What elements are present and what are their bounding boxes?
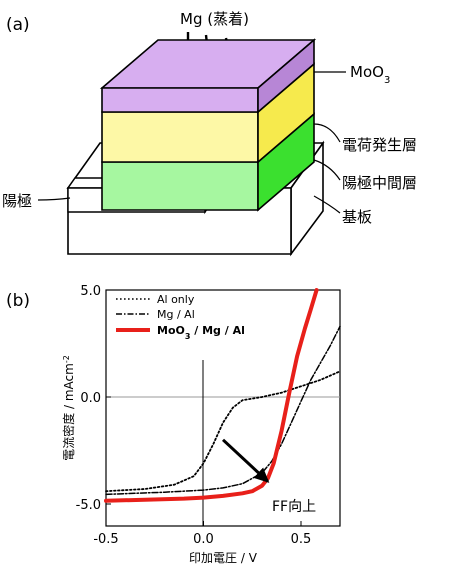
x-axis-title: 印加電圧 / V	[189, 551, 258, 565]
legend-label-mg-al: Mg / Al	[157, 308, 195, 321]
panel-a-label: (a)	[6, 15, 30, 35]
purple-layer-front	[101, 87, 259, 113]
label-moo3: MoO3	[350, 63, 390, 86]
ff-annotation-label: FF向上	[272, 499, 316, 515]
yellow-layer-front	[101, 111, 259, 163]
leader-anode-intermediate	[313, 159, 341, 181]
ticks-layer: -0.5 0.0 0.5 -5.0 0.0 5.0	[76, 284, 312, 547]
leader-charge-generation	[313, 123, 341, 143]
device-diagram: (a) Mg (蒸着)	[2, 10, 417, 257]
legend-label-al-only: Al only	[157, 293, 195, 306]
panel-b-label: (b)	[6, 291, 30, 311]
y-axis-title: 電流密度 / mAcm-2	[61, 355, 76, 461]
leader-substrate	[313, 195, 341, 214]
label-anode: 陽極	[2, 192, 32, 210]
label-charge-generation: 電荷発生層	[342, 136, 417, 154]
x-tick-label: 0.0	[193, 532, 214, 547]
deposition-label: Mg (蒸着)	[180, 10, 249, 28]
x-tick-label: 0.5	[291, 532, 312, 547]
jv-chart: (b) -0.5 0.0 0.5 -5.0 0.0 5.0 Al only Mg / Al…	[6, 284, 341, 565]
y-tick-label: 5.0	[80, 284, 101, 299]
green-layer-front	[101, 161, 259, 211]
leader-anode	[37, 197, 71, 201]
layer-charge-generation	[101, 62, 315, 164]
legend-label-moo3-mg-al: MoO3 / Mg / Al	[157, 324, 245, 341]
y-tick-label: 0.0	[80, 391, 101, 406]
layer-moo3	[99, 38, 317, 114]
label-substrate: 基板	[342, 208, 372, 226]
ff-annotation-arrow	[221, 438, 270, 483]
y-tick-label: -5.0	[76, 498, 101, 513]
purple-layer-side	[257, 38, 315, 114]
label-anode-intermediate: 陽極中間層	[342, 174, 417, 192]
x-tick-label: -0.5	[93, 532, 118, 547]
series-line-0	[105, 370, 341, 493]
leader-lines	[37, 71, 346, 214]
legend: Al only Mg / Al MoO3 / Mg / Al	[116, 293, 245, 341]
